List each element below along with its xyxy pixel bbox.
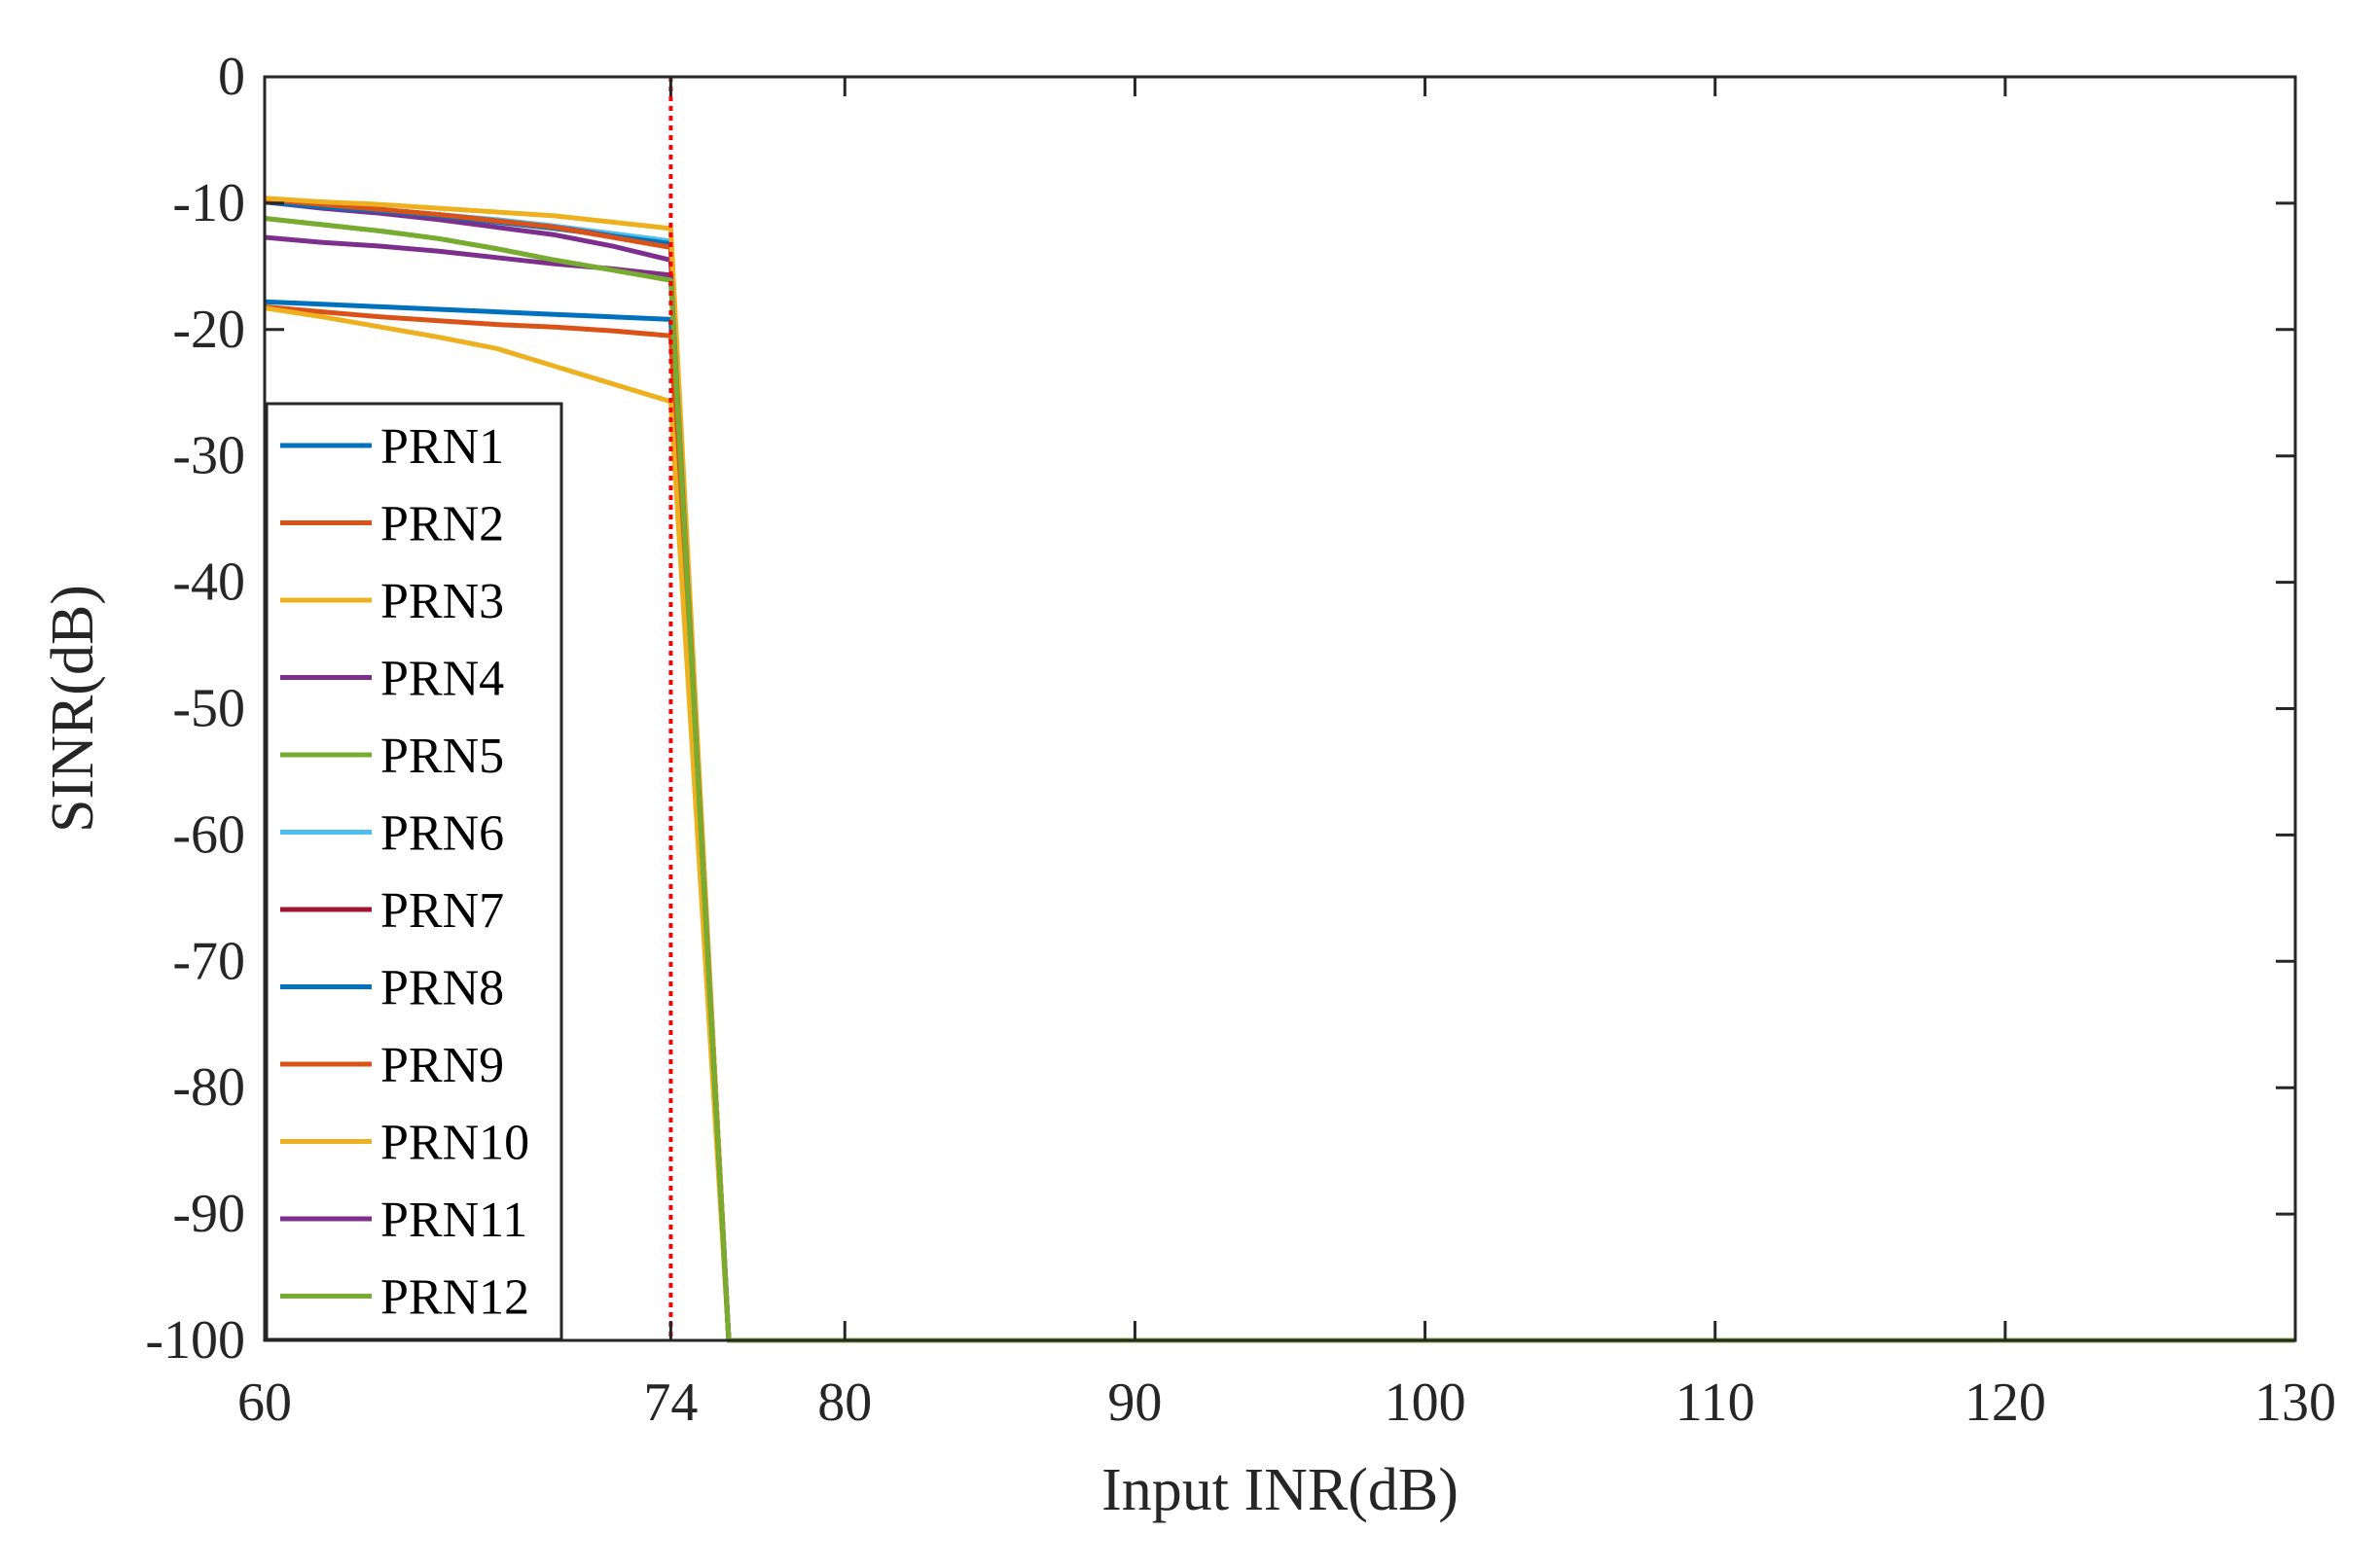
legend-label: PRN1 <box>380 419 504 475</box>
legend-item-prn6[interactable]: PRN6 <box>280 806 504 862</box>
legend-label: PRN4 <box>380 652 504 707</box>
x-tick-label: 110 <box>1675 1372 1755 1433</box>
legend-label: PRN9 <box>380 1038 504 1093</box>
y-tick-label: -100 <box>145 1310 245 1371</box>
y-tick-label: -70 <box>172 931 245 991</box>
legend-item-prn9[interactable]: PRN9 <box>280 1038 504 1093</box>
legend-label: PRN7 <box>380 883 504 939</box>
x-tick-label: 80 <box>817 1372 872 1433</box>
legend-label: PRN5 <box>380 729 504 784</box>
y-tick-label: -50 <box>172 679 245 739</box>
legend-label: PRN8 <box>380 961 504 1016</box>
plot-lines <box>264 196 2295 1343</box>
x-tick-label: 100 <box>1385 1372 1466 1433</box>
x-tick-label: 120 <box>1964 1372 2046 1433</box>
y-tick-label: -40 <box>172 552 245 613</box>
legend-label: PRN6 <box>380 806 504 862</box>
legend-label: PRN2 <box>380 497 504 552</box>
legend-label: PRN3 <box>380 574 504 629</box>
legend[interactable]: PRN1 PRN2 PRN3 PRN4 PRN5 PRN6 PRN7 PRN8 PRN9 PRN1… <box>265 402 563 1341</box>
x-tick-label: 90 <box>1107 1372 1162 1433</box>
y-tick-label: -90 <box>172 1184 245 1244</box>
legend-item-prn1[interactable]: PRN1 <box>280 419 504 475</box>
x-tick-labels: 60 74 80 90 100 110 120 130 <box>237 1372 2336 1433</box>
x-axis-label: Input INR(dB) <box>1101 1457 1459 1523</box>
y-tick-label: -20 <box>172 300 245 360</box>
y-tick-label: -60 <box>172 804 245 865</box>
legend-item-prn10[interactable]: PRN10 <box>280 1116 529 1171</box>
x-tick-label: 130 <box>2254 1372 2336 1433</box>
x-tick-label: 60 <box>237 1372 292 1433</box>
x-tick-label: 74 <box>643 1372 698 1433</box>
legend-item-prn4[interactable]: PRN4 <box>280 652 504 707</box>
legend-item-prn12[interactable]: PRN12 <box>280 1270 529 1326</box>
legend-item-prn7[interactable]: PRN7 <box>280 883 504 939</box>
y-tick-label: -80 <box>172 1057 245 1118</box>
y-tick-label: -10 <box>172 173 245 233</box>
legend-item-prn3[interactable]: PRN3 <box>280 574 504 629</box>
legend-item-prn2[interactable]: PRN2 <box>280 497 504 552</box>
y-tick-labels: 0 -10 -20 -30 -40 -50 -60 -70 -80 -90 -100 <box>145 47 245 1371</box>
legend-label: PRN11 <box>380 1193 527 1248</box>
legend-label: PRN10 <box>380 1116 529 1171</box>
legend-item-prn11[interactable]: PRN11 <box>280 1193 527 1248</box>
series-line-prn3 <box>264 305 2295 1343</box>
legend-label: PRN12 <box>380 1270 529 1326</box>
legend-item-prn8[interactable]: PRN8 <box>280 961 504 1016</box>
y-tick-label: -30 <box>172 426 245 486</box>
legend-box <box>265 402 563 1341</box>
y-tick-label: 0 <box>218 47 245 107</box>
legend-item-prn5[interactable]: PRN5 <box>280 729 504 784</box>
y-axis-label: SINR(dB) <box>40 585 106 833</box>
series-line-prn12 <box>264 216 2295 1343</box>
